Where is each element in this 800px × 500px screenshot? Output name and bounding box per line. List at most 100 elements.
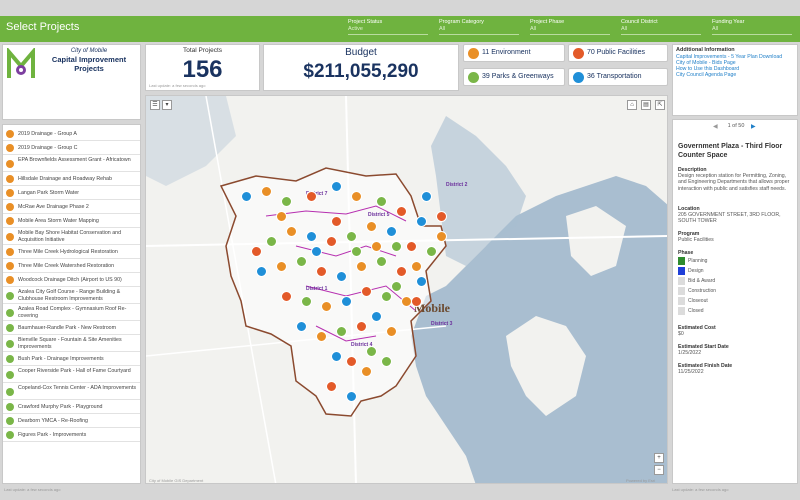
map-marker-car-icon[interactable] [331,181,342,192]
map-marker-building-icon[interactable] [356,321,367,332]
project-map[interactable]: District 7 District 5 District 2 Distric… [145,95,668,484]
map-layers-button[interactable]: ☰ [150,100,160,110]
project-list-item[interactable]: McRae Ave Drainage Phase 2 [3,200,140,214]
map-marker-environment-icon[interactable] [276,211,287,222]
map-marker-tree-icon[interactable] [266,236,277,247]
map-marker-environment-icon[interactable] [316,331,327,342]
project-list-item[interactable]: Hillsdale Drainage and Roadway Rehab [3,172,140,186]
map-marker-environment-icon[interactable] [361,366,372,377]
map-marker-car-icon[interactable] [306,231,317,242]
project-list-item[interactable]: Langan Park Storm Water [3,186,140,200]
filter-program-category[interactable]: Program Category All [439,19,519,35]
map-marker-tree-icon[interactable] [381,291,392,302]
project-list-item[interactable]: Bush Park - Drainage Improvements [3,352,140,366]
map-marker-building-icon[interactable] [326,381,337,392]
map-marker-environment-icon[interactable] [276,261,287,272]
map-marker-building-icon[interactable] [346,356,357,367]
category-parks-button[interactable]: 39 Parks & Greenways [463,68,565,86]
project-list-item[interactable]: Three Mile Creek Watershed Restoration [3,259,140,273]
project-list-item[interactable]: Woodcock Drainage Ditch (Airport to US 9… [3,273,140,287]
next-button[interactable]: ▶ [751,124,756,130]
map-marker-building-icon[interactable] [411,296,422,307]
filter-council-district[interactable]: Council District All [621,19,701,35]
map-print-button[interactable]: ▤ [641,100,651,110]
map-marker-tree-icon[interactable] [336,326,347,337]
map-marker-building-icon[interactable] [251,246,262,257]
project-list[interactable]: 2019 Drainage - Group A 2019 Drainage - G… [2,124,141,484]
map-marker-environment-icon[interactable] [286,226,297,237]
map-marker-car-icon[interactable] [416,216,427,227]
map-marker-environment-icon[interactable] [351,191,362,202]
project-list-item[interactable]: Figures Park - Improvements [3,428,140,442]
map-marker-car-icon[interactable] [416,276,427,287]
map-marker-car-icon[interactable] [336,271,347,282]
map-canvas[interactable] [146,96,668,484]
map-marker-building-icon[interactable] [306,191,317,202]
map-marker-car-icon[interactable] [256,266,267,277]
zoom-in-button[interactable]: + [654,453,664,463]
map-share-button[interactable]: ⇱ [655,100,665,110]
project-list-item[interactable]: Crawford Murphy Park - Playground [3,400,140,414]
project-list-item[interactable]: Mobile Bay Shore Habitat Conservation an… [3,228,140,245]
zoom-out-button[interactable]: − [654,465,664,475]
prev-button[interactable]: ◀ [713,124,718,130]
map-marker-environment-icon[interactable] [261,186,272,197]
map-marker-car-icon[interactable] [421,191,432,202]
map-marker-tree-icon[interactable] [366,346,377,357]
map-marker-building-icon[interactable] [396,266,407,277]
project-list-item[interactable]: 2019 Drainage - Group A [3,127,140,141]
map-marker-environment-icon[interactable] [411,261,422,272]
map-marker-environment-icon[interactable] [366,221,377,232]
project-list-item[interactable]: Cooper Riverside Park - Hall of Fame Cou… [3,366,140,383]
map-marker-car-icon[interactable] [296,321,307,332]
project-list-item[interactable]: Mobile Area Storm Water Mapping [3,214,140,228]
map-marker-environment-icon[interactable] [356,261,367,272]
map-marker-tree-icon[interactable] [391,241,402,252]
map-marker-building-icon[interactable] [406,241,417,252]
link-how-to-use[interactable]: How to Use this Dashboard [676,66,740,72]
project-list-item[interactable]: Azalea Road Complex - Gymnasium Roof Re-… [3,304,140,321]
map-marker-building-icon[interactable] [326,236,337,247]
map-marker-car-icon[interactable] [386,226,397,237]
map-marker-building-icon[interactable] [316,266,327,277]
project-list-item[interactable]: Dearborn YMCA - Re-Roofing [3,414,140,428]
project-list-item[interactable]: 2019 Drainage - Group C [3,141,140,155]
filter-funding-year[interactable]: Funding Year All [712,19,792,35]
map-home-button[interactable]: ⌂ [627,100,637,110]
map-marker-environment-icon[interactable] [436,231,447,242]
filter-project-status[interactable]: Project Status Active [348,19,428,35]
map-marker-car-icon[interactable] [371,311,382,322]
map-marker-building-icon[interactable] [331,216,342,227]
map-marker-building-icon[interactable] [396,206,407,217]
project-list-item[interactable]: Copeland-Cox Tennis Center - ADA Improve… [3,383,140,400]
map-marker-tree-icon[interactable] [301,296,312,307]
map-marker-car-icon[interactable] [346,391,357,402]
category-public-facilities-button[interactable]: 70 Public Facilities [568,44,668,62]
map-marker-car-icon[interactable] [241,191,252,202]
filter-project-phase[interactable]: Project Phase All [530,19,610,35]
category-transportation-button[interactable]: 36 Transportation [568,68,668,86]
map-marker-tree-icon[interactable] [296,256,307,267]
map-marker-building-icon[interactable] [361,286,372,297]
map-menu-button[interactable]: ▾ [162,100,172,110]
project-list-item[interactable]: Baumhauer-Randle Park - New Restroom [3,321,140,335]
map-marker-tree-icon[interactable] [351,246,362,257]
project-list-item[interactable]: Three Mile Creek Hydrological Restoratio… [3,245,140,259]
link-council-agenda[interactable]: City Council Agenda Page [676,72,737,78]
link-5-year-plan[interactable]: Capital Improvements - 5 Year Plan Downl… [676,54,783,60]
project-list-item[interactable]: Bienville Square - Fountain & Site Ameni… [3,335,140,352]
map-marker-car-icon[interactable] [341,296,352,307]
map-marker-tree-icon[interactable] [376,256,387,267]
map-marker-building-icon[interactable] [436,211,447,222]
map-marker-tree-icon[interactable] [391,281,402,292]
category-environment-button[interactable]: 11 Environment [463,44,565,62]
map-marker-environment-icon[interactable] [371,241,382,252]
map-marker-car-icon[interactable] [311,246,322,257]
map-marker-tree-icon[interactable] [426,246,437,257]
link-bids-page[interactable]: City of Mobile - Bids Page [676,60,736,66]
map-marker-environment-icon[interactable] [386,326,397,337]
map-marker-tree-icon[interactable] [281,196,292,207]
project-list-item[interactable]: Azalea City Golf Course - Range Building… [3,287,140,304]
map-marker-tree-icon[interactable] [381,356,392,367]
map-marker-building-icon[interactable] [281,291,292,302]
